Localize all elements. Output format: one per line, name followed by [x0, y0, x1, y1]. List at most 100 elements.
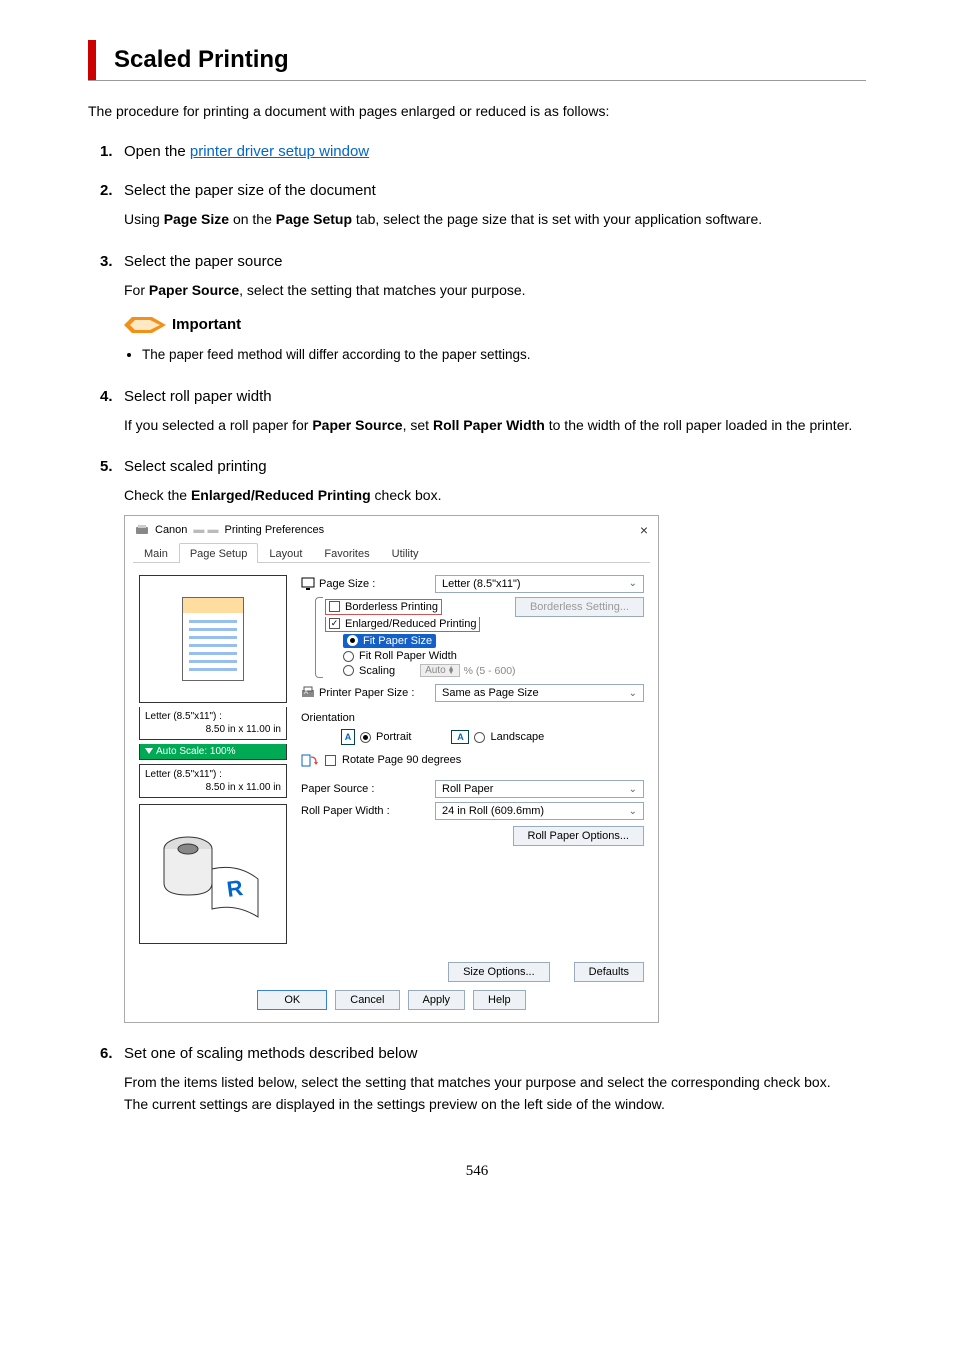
- step-body: Using Page Size on the Page Setup tab, s…: [124, 209, 866, 231]
- step-number: 2.: [100, 182, 124, 199]
- t: Enlarged/Reduced Printing: [191, 487, 371, 503]
- t: tab, select the page size that is set wi…: [352, 211, 762, 227]
- page-number: 546: [88, 1163, 866, 1180]
- arrow-down-icon: [145, 748, 153, 754]
- chevron-down-icon: ⌄: [629, 784, 637, 795]
- t: , select the setting that matches your p…: [239, 282, 525, 298]
- important-list: The paper feed method will differ accord…: [142, 345, 866, 366]
- radio-icon: [360, 732, 371, 743]
- tab-layout[interactable]: Layout: [258, 543, 313, 563]
- scaling-value: Auto ▲▼ % (5 - 600): [420, 664, 515, 677]
- page-size-row: Page Size : Letter (8.5"x11")⌄: [301, 575, 644, 593]
- t: 8.50 in x 11.00 in: [145, 781, 281, 794]
- t: Printing Preferences: [224, 524, 324, 536]
- t: to the width of the roll paper loaded in…: [545, 417, 852, 433]
- t: Borderless Printing: [345, 601, 438, 613]
- printer-driver-link[interactable]: printer driver setup window: [190, 143, 369, 160]
- t: Scaling: [359, 665, 395, 677]
- step-title: Select the paper size of the document: [124, 182, 376, 199]
- size-options-button[interactable]: Size Options...: [448, 962, 550, 982]
- ok-button[interactable]: OK: [257, 990, 327, 1010]
- t: Letter (8.5"x11") :: [145, 768, 281, 781]
- t: Page Setup: [276, 211, 352, 227]
- step-body: For Paper Source, select the setting tha…: [124, 280, 866, 366]
- portrait-icon: A: [341, 729, 355, 745]
- enlarged-reduced-checkbox[interactable]: Enlarged/Reduced Printing: [325, 617, 480, 632]
- preview-caption-1: Letter (8.5"x11") : 8.50 in x 11.00 in: [139, 707, 287, 740]
- roll-paper-width-select[interactable]: 24 in Roll (609.6mm) ⌄: [435, 802, 644, 820]
- roll-paper-icon: R: [158, 819, 268, 929]
- cancel-button[interactable]: Cancel: [335, 990, 399, 1010]
- chevron-down-icon: ⌄: [629, 806, 637, 817]
- step-5: 5. Select scaled printing Check the Enla…: [100, 458, 866, 1023]
- page-size-select[interactable]: Letter (8.5"x11") ⌄: [435, 575, 644, 593]
- step-2: 2. Select the paper size of the document…: [100, 182, 866, 231]
- t: 24 in Roll (609.6mm): [442, 805, 544, 817]
- step-body: From the items listed below, select the …: [124, 1072, 866, 1115]
- checkbox-icon: [325, 755, 336, 766]
- t: check box.: [371, 487, 442, 503]
- t: The current settings are displayed in th…: [124, 1094, 866, 1116]
- roll-options-row: Roll Paper Options...: [301, 826, 644, 846]
- t: Letter (8.5"x11") :: [145, 710, 281, 723]
- t: For: [124, 282, 149, 298]
- t: Fit Paper Size: [363, 635, 432, 647]
- chevron-down-icon: ⌄: [629, 578, 637, 589]
- printer-paper-size-select[interactable]: Same as Page Size⌄: [435, 684, 644, 702]
- t: If you selected a roll paper for: [124, 417, 312, 433]
- scaling-radio[interactable]: Scaling Auto ▲▼ % (5 - 600): [343, 663, 644, 678]
- title-accent: Scaled Printing: [88, 40, 866, 80]
- important-callout: Important The paper feed method will dif…: [124, 313, 866, 365]
- tab-main[interactable]: Main: [133, 543, 179, 563]
- svg-text:A: A: [304, 690, 308, 696]
- fit-paper-size-radio[interactable]: Fit Paper Size: [343, 634, 644, 650]
- step-number: 4.: [100, 388, 124, 405]
- rotate-90-checkbox[interactable]: Rotate Page 90 degrees: [301, 752, 644, 768]
- t: Rotate Page 90 degrees: [342, 754, 461, 766]
- paper-source-select[interactable]: Roll Paper⌄: [435, 780, 644, 798]
- step-6: 6. Set one of scaling methods described …: [100, 1045, 866, 1115]
- portrait-radio[interactable]: A Portrait: [341, 728, 411, 746]
- step-number: 1.: [100, 143, 124, 160]
- t: Enlarged/Reduced Printing: [345, 618, 476, 630]
- auto-scale-bar: Auto Scale: 100%: [139, 744, 287, 760]
- radio-icon: [474, 732, 485, 743]
- step-4: 4. Select roll paper width If you select…: [100, 388, 866, 437]
- roll-paper-width-row: Roll Paper Width : 24 in Roll (609.6mm) ⌄: [301, 802, 644, 820]
- tab-utility[interactable]: Utility: [381, 543, 430, 563]
- roll-paper-width-label: Roll Paper Width :: [301, 805, 429, 817]
- apply-button[interactable]: Apply: [408, 990, 466, 1010]
- t: From the items listed below, select the …: [124, 1072, 866, 1094]
- borderless-setting-button[interactable]: Borderless Setting...: [515, 597, 644, 617]
- scaling-spinner[interactable]: Auto ▲▼: [420, 664, 460, 677]
- t: Using: [124, 211, 164, 227]
- print-preferences-dialog: Canon ▬ ▬ Printing Preferences × Main Pa…: [124, 515, 659, 1023]
- step-title: Select scaled printing: [124, 458, 267, 475]
- defaults-button[interactable]: Defaults: [574, 962, 644, 982]
- close-icon[interactable]: ×: [640, 522, 648, 538]
- printer-icon: [135, 524, 149, 536]
- important-heading: Important: [172, 313, 241, 336]
- t: Printer Paper Size :: [319, 687, 414, 699]
- checkbox-icon: [329, 618, 340, 629]
- size-defaults-row: Size Options... Defaults: [139, 962, 644, 982]
- t: Paper Source: [149, 282, 239, 298]
- roll-paper-options-button[interactable]: Roll Paper Options...: [513, 826, 645, 846]
- t: Letter (8.5"x11"): [442, 578, 521, 590]
- t: Check the: [124, 487, 191, 503]
- important-icon: [124, 317, 166, 333]
- printer-small-icon: A: [301, 686, 315, 700]
- enlarge-group: Borderless Printing Borderless Setting..…: [315, 597, 644, 679]
- fit-roll-width-radio[interactable]: Fit Roll Paper Width: [343, 649, 644, 663]
- tab-page-setup[interactable]: Page Setup: [179, 543, 259, 563]
- borderless-printing-checkbox[interactable]: Borderless Printing: [325, 599, 442, 615]
- dialog-body: Letter (8.5"x11") : 8.50 in x 11.00 in A…: [125, 563, 658, 950]
- tab-favorites[interactable]: Favorites: [313, 543, 380, 563]
- help-button[interactable]: Help: [473, 990, 526, 1010]
- landscape-radio[interactable]: A Landscape: [451, 729, 544, 745]
- step-title-text: Open the: [124, 143, 190, 160]
- preview-page-icon: [182, 597, 244, 681]
- preview-column: Letter (8.5"x11") : 8.50 in x 11.00 in A…: [139, 575, 287, 944]
- printer-paper-size-row: A Printer Paper Size : Same as Page Size…: [301, 684, 644, 702]
- checkbox-icon: [329, 601, 340, 612]
